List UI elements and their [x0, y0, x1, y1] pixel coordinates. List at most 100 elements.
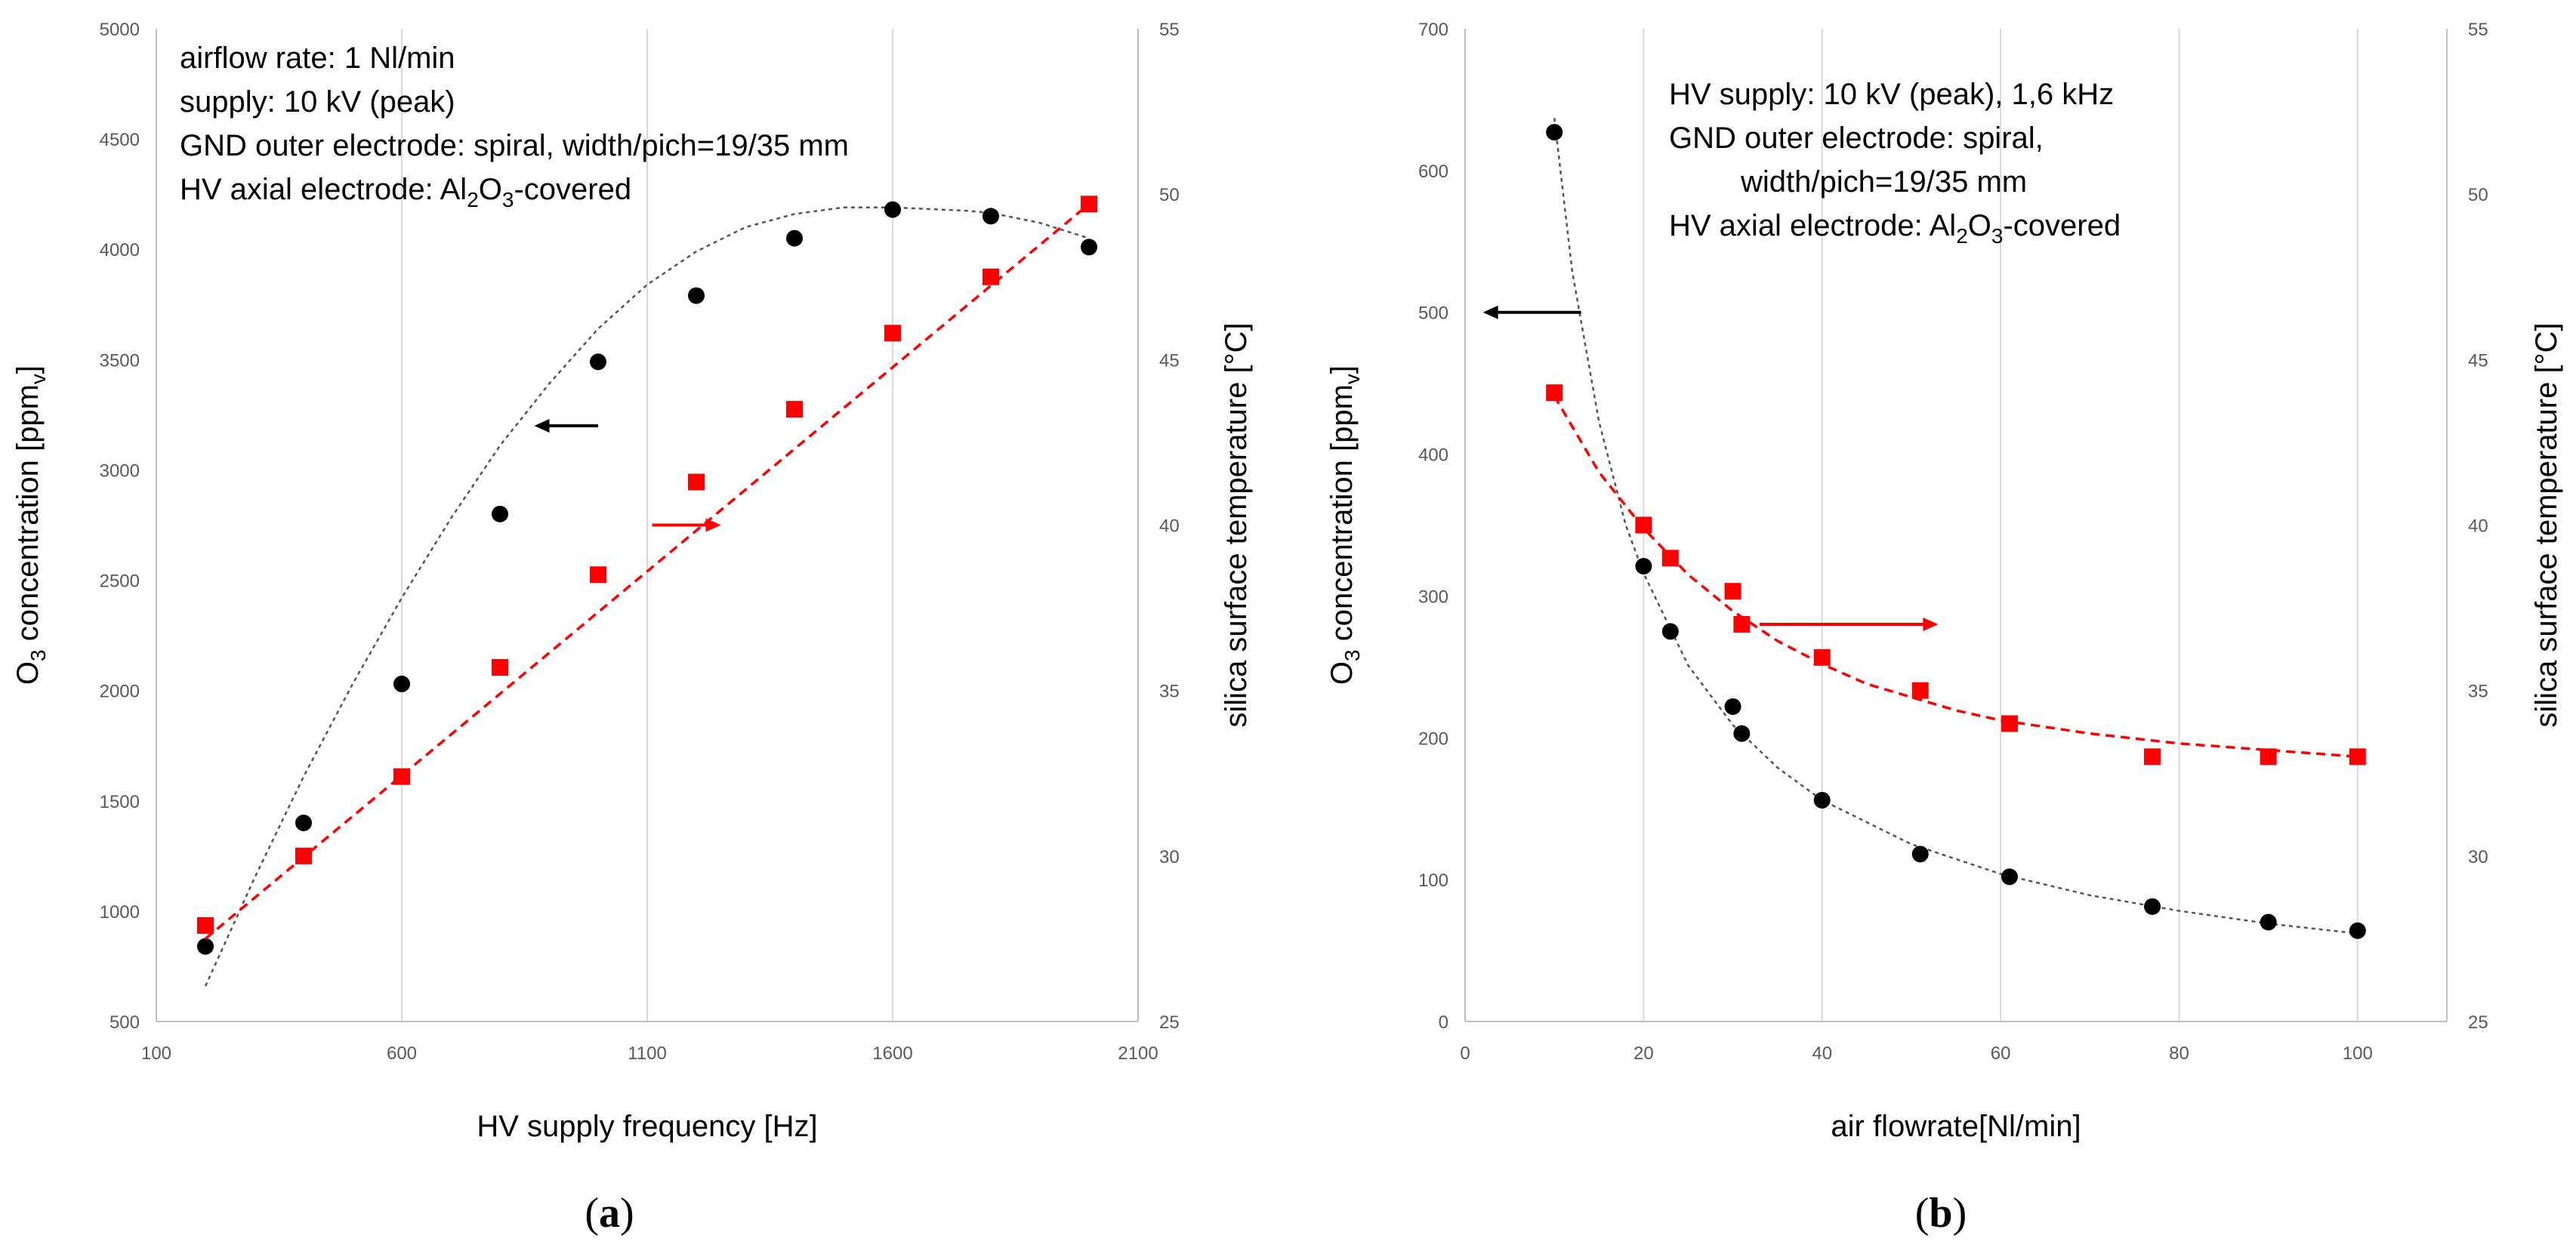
x-tick-label: 0 — [1460, 1043, 1470, 1064]
y-tick-label: 4000 — [100, 240, 140, 260]
annotation-text: -covered — [514, 173, 631, 206]
data-point-square — [1081, 196, 1097, 213]
data-point-circle — [884, 201, 901, 218]
annotation-line: GND outer electrode: spiral, — [1669, 122, 2044, 155]
trendline-linear — [204, 202, 1091, 940]
y-tick-label: 1000 — [100, 902, 140, 923]
y-tick-label: 2000 — [100, 682, 140, 702]
annotation-text: GND outer electrode: spiral, — [1669, 122, 2044, 155]
y2-tick-label: 50 — [2468, 185, 2488, 205]
y-title-subscript: v — [1340, 374, 1364, 384]
y-tick-label: 400 — [1418, 445, 1448, 466]
data-point-circle — [1081, 239, 1097, 256]
data-point-circle — [1724, 698, 1741, 715]
data-point-square — [590, 566, 606, 584]
annotation-text: O — [479, 173, 502, 206]
y-tick-label: 5000 — [100, 20, 140, 40]
panel-label: (a) — [585, 1190, 634, 1237]
data-point-circle — [590, 353, 606, 371]
panel-label: (b) — [1915, 1190, 1967, 1237]
annotation-text: -covered — [2003, 209, 2121, 242]
y-title-subscript: 3 — [1340, 649, 1364, 661]
annotation-line: GND outer electrode: spiral, width/pich=… — [180, 129, 849, 162]
y-title-part: concentration [ppm — [1325, 384, 1359, 649]
data-point-square — [2001, 715, 2018, 732]
annotation-text: airflow rate: 1 Nl/min — [180, 42, 455, 75]
y-tick-label: 3500 — [100, 350, 140, 371]
y-axis-title: O3 concentration [ppmv] — [1325, 365, 1364, 685]
chart-panel-a: 100 600 1100 1600 2100 500 1000 1500 2000 2500 300… — [11, 20, 1253, 1237]
annotation-subscript: 3 — [1991, 224, 2004, 248]
y-tick-label: 4500 — [100, 130, 140, 150]
data-point-square — [1911, 682, 1929, 699]
y2-tick-label: 40 — [1159, 516, 1180, 537]
data-point-square — [295, 847, 312, 864]
annotation-text: HV axial electrode: Al — [1669, 209, 1956, 242]
annotation-subscript: 2 — [1956, 224, 1968, 248]
data-point-square — [2144, 748, 2161, 766]
x-axis-title: HV supply frequency [Hz] — [477, 1110, 817, 1143]
x-tick-label: 60 — [1991, 1043, 2011, 1064]
y-title-part: ] — [1325, 365, 1359, 374]
data-point-circle — [1733, 725, 1751, 742]
data-point-circle — [688, 287, 705, 304]
annotation-line: airflow rate: 1 Nl/min — [180, 42, 455, 75]
y-title-part: concentration [ppm — [11, 384, 45, 649]
panel-label-letter: a — [599, 1190, 620, 1237]
y-tick-label: 500 — [110, 1012, 140, 1033]
y2-tick-label: 55 — [2468, 20, 2488, 40]
arrow-head-icon — [1923, 618, 1939, 631]
y2-tick-label: 40 — [2468, 516, 2488, 537]
annotation-text: supply: 10 kV (peak) — [180, 85, 455, 119]
x-tick-label: 1600 — [872, 1043, 912, 1064]
x-axis-title: air flowrate[Nl/min] — [1831, 1110, 2081, 1143]
arrow-head-icon — [1482, 305, 1498, 319]
y2-tick-label: 25 — [1159, 1012, 1180, 1033]
annotation-text: width/pich=19/35 mm — [1740, 165, 2027, 199]
y2-tick-label: 55 — [1159, 20, 1180, 40]
trendline-exponential — [1553, 395, 2358, 759]
data-point-circle — [1813, 791, 1831, 809]
annotation-subscript: 3 — [502, 188, 514, 211]
data-point-square — [2260, 748, 2277, 766]
data-point-circle — [1546, 124, 1563, 141]
data-point-square — [1813, 649, 1831, 666]
data-point-square — [2349, 748, 2366, 766]
x-tick-label: 100 — [141, 1043, 171, 1064]
panel-label-letter: b — [1929, 1190, 1952, 1237]
panel-label-paren: ( — [1915, 1190, 1930, 1237]
data-point-square — [1661, 550, 1679, 567]
x-tick-label: 20 — [1634, 1043, 1654, 1064]
data-point-square — [1724, 583, 1741, 600]
data-point-circle — [2001, 868, 2018, 886]
data-point-circle — [1911, 846, 1929, 863]
panel-label-paren: ) — [1953, 1190, 1967, 1237]
annotation-text: HV axial electrode: Al — [180, 173, 467, 206]
data-point-circle — [786, 230, 803, 247]
annotation-text: GND outer electrode: spiral, width/pich=… — [180, 129, 849, 162]
y-title-subscript: 3 — [26, 649, 50, 661]
x-tick-label: 80 — [2169, 1043, 2189, 1064]
y2-tick-label: 45 — [2468, 350, 2488, 371]
data-point-circle — [393, 675, 410, 692]
data-point-circle — [983, 208, 999, 225]
data-point-square — [983, 268, 999, 285]
y2-tick-label: 35 — [2468, 682, 2488, 702]
annotation-text: HV supply: 10 kV (peak), 1,6 kHz — [1669, 78, 2114, 111]
y-tick-label: 1500 — [100, 792, 140, 812]
y2-axis-title: silica surface temperature [°C] — [1220, 322, 1253, 727]
data-point-square — [688, 473, 705, 491]
data-point-square — [197, 917, 214, 934]
y-title-subscript: v — [26, 374, 50, 384]
data-point-circle — [295, 815, 312, 831]
y-title-part: ] — [11, 365, 45, 374]
data-point-square — [1635, 516, 1652, 534]
data-point-circle — [2260, 913, 2277, 931]
arrow-head-icon — [705, 518, 721, 532]
x-tick-label: 1100 — [628, 1043, 667, 1064]
data-point-square — [1546, 384, 1563, 402]
annotation-line: supply: 10 kV (peak) — [180, 85, 455, 119]
panel-label-paren: ( — [585, 1190, 599, 1237]
x-tick-label: 40 — [1812, 1043, 1832, 1064]
